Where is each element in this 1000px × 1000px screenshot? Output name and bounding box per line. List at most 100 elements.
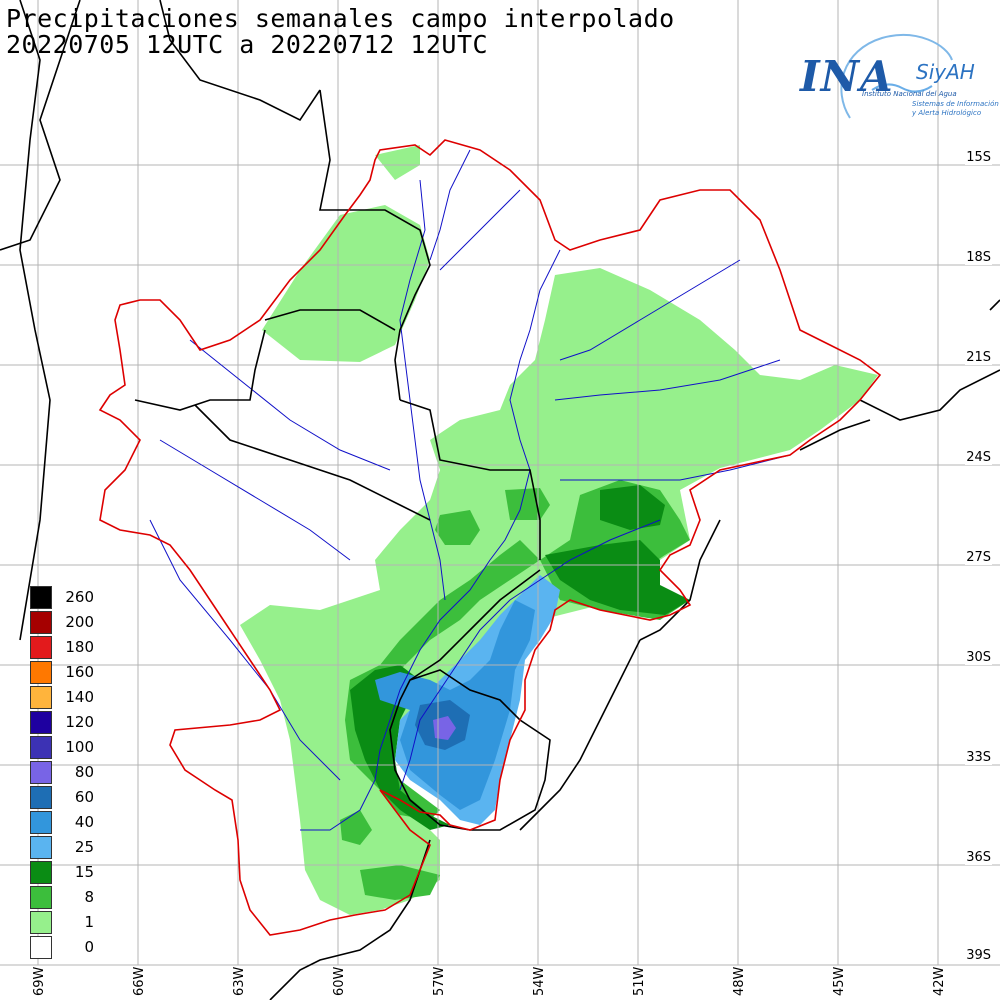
river-bermejo: [159, 439, 351, 561]
river-tiete: [554, 359, 781, 401]
precip-zone-8mm-e: [360, 865, 440, 900]
lat-label-24s: 24S: [965, 450, 992, 465]
logo-ina-text: INA: [800, 52, 894, 101]
paraguay-brazil-border: [399, 399, 541, 560]
legend-row: 100: [30, 735, 98, 760]
river-uruguay: [399, 519, 661, 791]
precip-zone-1mm-northeast: [375, 145, 420, 180]
legend-label: 80: [74, 763, 94, 781]
legend-swatch: [30, 736, 52, 759]
paraguay-argentina-border: [194, 404, 431, 521]
legend-label: 200: [65, 613, 94, 631]
river-iguazu: [560, 454, 791, 481]
legend-label: 15: [74, 863, 94, 881]
argentina-brazil-border: [409, 569, 541, 681]
logo-system-text: Sistemas de Información y Alerta Hidroló…: [912, 100, 999, 118]
uruguay-border: [389, 669, 551, 831]
legend-row: 8: [30, 885, 98, 910]
legend-row: 1: [30, 910, 98, 935]
legend-swatch: [30, 661, 52, 684]
river-parana-delta: [300, 779, 376, 831]
precip-zone-15mm: [545, 540, 690, 615]
precip-zone-15mm-c: [350, 665, 450, 830]
lon-label-48w: 48W: [732, 966, 747, 996]
logo-org-text: Instituto Nacional del Agua: [862, 90, 957, 98]
river-parana: [374, 249, 561, 781]
legend-row: 25: [30, 835, 98, 860]
legend-label: 160: [65, 663, 94, 681]
precip-zone-1mm-coast: [790, 375, 860, 425]
logo: INA SiyAH Instituto Nacional del Agua Si…: [792, 30, 999, 130]
legend-swatch: [30, 861, 52, 884]
legend-label: 100: [65, 738, 94, 756]
legend-swatch: [30, 611, 52, 634]
atlantic-coast: [519, 299, 1000, 831]
legend-swatch: [30, 936, 52, 959]
lon-label-63w: 63W: [232, 966, 247, 996]
lat-label-33s: 33S: [965, 750, 992, 765]
bolivia-argentina-border: [134, 329, 266, 411]
legend-label: 140: [65, 688, 94, 706]
lat-label-15s: 15S: [965, 150, 992, 165]
legend-label: 25: [74, 838, 94, 856]
legend-row: 140: [30, 685, 98, 710]
river-paraguay: [399, 179, 446, 601]
precipitation-legend: 260 200 180 160 140 120 100 80 60 40 25 15 8 1 0: [30, 585, 98, 960]
legend-label: 260: [65, 588, 94, 606]
legend-label: 60: [74, 788, 94, 806]
brazil-bolivia-north: [159, 0, 321, 122]
river-paranaiba: [559, 259, 741, 361]
bolivia-paraguay-border: [264, 309, 396, 331]
lat-label-18s: 18S: [965, 250, 992, 265]
lon-label-42w: 42W: [932, 966, 947, 996]
legend-swatch: [30, 686, 52, 709]
river-cuiaba: [429, 149, 471, 261]
lon-label-69w: 69W: [32, 966, 47, 996]
legend-label: 0: [84, 938, 94, 956]
legend-row: 180: [30, 635, 98, 660]
lon-label-45w: 45W: [832, 966, 847, 996]
legend-swatch: [30, 586, 52, 609]
logo-swoosh-icon: [840, 34, 953, 119]
lon-label-51w: 51W: [632, 966, 647, 996]
lon-label-57w: 57W: [432, 966, 447, 996]
legend-row: 40: [30, 810, 98, 835]
lat-label-21s: 21S: [965, 350, 992, 365]
lon-label-60w: 60W: [332, 966, 347, 996]
legend-label: 40: [74, 813, 94, 831]
lat-label-30s: 30S: [965, 650, 992, 665]
legend-swatch: [30, 886, 52, 909]
legend-swatch: [30, 711, 52, 734]
legend-label: 120: [65, 713, 94, 731]
legend-row: 80: [30, 760, 98, 785]
precip-zone-8mm-b: [435, 510, 480, 545]
rivers: [149, 149, 791, 831]
lon-label-54w: 54W: [532, 966, 547, 996]
legend-swatch: [30, 811, 52, 834]
graticule: [0, 0, 1000, 966]
map-date-range: 20220705 12UTC a 20220712 12UTC: [6, 30, 489, 59]
legend-row: 15: [30, 860, 98, 885]
legend-row: 0: [30, 935, 98, 960]
precipitation-field: [240, 145, 878, 915]
lat-label-36s: 36S: [965, 850, 992, 865]
lat-label-39s: 39S: [965, 948, 992, 963]
logo-system-line1: Sistemas de Información: [912, 100, 999, 108]
lon-label-66w: 66W: [132, 966, 147, 996]
logo-system-line2: y Alerta Hidrológico: [912, 109, 982, 117]
bolivia-brazil-border: [319, 89, 431, 401]
river-sao-lourenco: [439, 189, 521, 271]
river-pilcomayo: [189, 339, 391, 471]
legend-swatch: [30, 911, 52, 934]
lat-label-27s: 27S: [965, 550, 992, 565]
legend-row: 120: [30, 710, 98, 735]
precip-zone-80mm: [433, 716, 456, 740]
legend-row: 200: [30, 610, 98, 635]
legend-row: 60: [30, 785, 98, 810]
legend-swatch: [30, 636, 52, 659]
legend-label: 180: [65, 638, 94, 656]
logo-siyah-text: SiyAH: [916, 60, 975, 84]
peru-bolivia-border: [0, 0, 81, 251]
